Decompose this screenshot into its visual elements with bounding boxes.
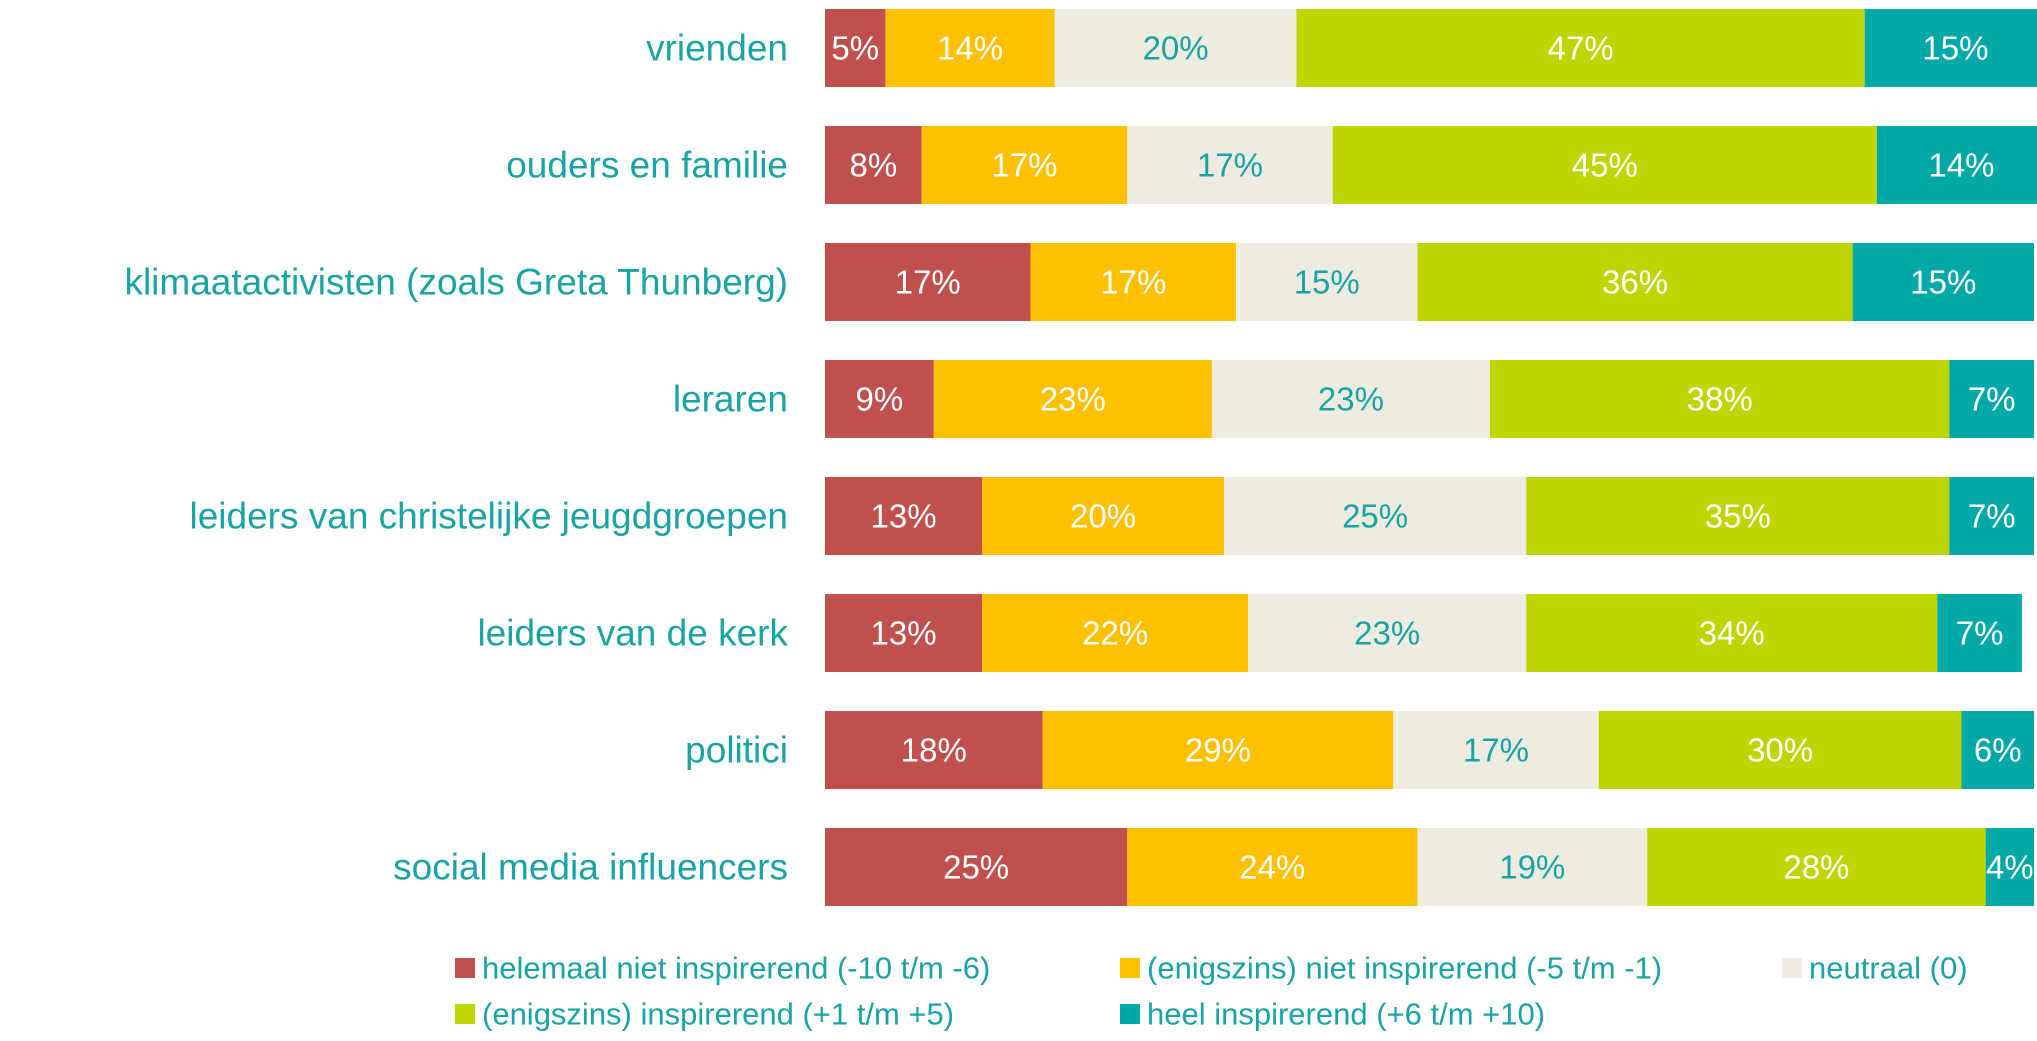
- data-label: 4%: [1986, 849, 2034, 886]
- data-label: 18%: [901, 732, 967, 769]
- bar-segment: [825, 9, 886, 87]
- data-label: 20%: [1143, 30, 1209, 67]
- data-label: 7%: [1956, 615, 2004, 652]
- category-label: klimaatactivisten (zoals Greta Thunberg): [124, 262, 788, 303]
- data-label: 20%: [1070, 498, 1136, 535]
- bar-segment: [1393, 711, 1599, 789]
- bar-segment: [1864, 9, 2037, 87]
- bar-segment: [1647, 828, 1986, 906]
- bar-segment: [1852, 243, 2034, 321]
- category-label: vrienden: [646, 28, 788, 69]
- bar-segment: [1937, 594, 2022, 672]
- data-label: 7%: [1968, 381, 2016, 418]
- data-label: 17%: [1463, 732, 1529, 769]
- data-label: 17%: [1197, 147, 1263, 184]
- legend-swatch: [455, 1004, 475, 1024]
- bar-segment: [1054, 9, 1297, 87]
- data-label: 28%: [1783, 849, 1849, 886]
- data-label: 14%: [1928, 147, 1994, 184]
- bar-segment: [825, 828, 1128, 906]
- legend-label: (enigszins) inspirerend (+1 t/m +5): [482, 997, 954, 1032]
- bar-segment: [921, 126, 1128, 204]
- data-label: 13%: [871, 615, 937, 652]
- data-label: 19%: [1499, 849, 1565, 886]
- bar-segment: [825, 126, 922, 204]
- data-label: 23%: [1040, 381, 1106, 418]
- data-label: 30%: [1747, 732, 1813, 769]
- data-label: 24%: [1239, 849, 1305, 886]
- category-label: politici: [685, 730, 788, 771]
- bar-segment: [1236, 243, 1418, 321]
- bar-segment: [825, 594, 983, 672]
- bar-segment: [825, 477, 983, 555]
- bar-segment: [825, 360, 934, 438]
- bar-segment: [1489, 360, 1950, 438]
- data-label: 34%: [1699, 615, 1765, 652]
- legend-swatch: [1120, 1004, 1140, 1024]
- data-label: 5%: [831, 30, 879, 67]
- category-label: leiders van de kerk: [477, 613, 788, 654]
- data-label: 36%: [1602, 264, 1668, 301]
- data-label: 47%: [1548, 30, 1614, 67]
- bar-segment: [1985, 828, 2034, 906]
- data-label: 9%: [856, 381, 904, 418]
- data-label: 13%: [871, 498, 937, 535]
- bar-segment: [1296, 9, 1865, 87]
- data-label: 8%: [850, 147, 898, 184]
- bar-segment: [1127, 126, 1333, 204]
- bar-segment: [1127, 828, 1418, 906]
- legend-label: helemaal niet inspirerend (-10 t/m -6): [482, 951, 990, 986]
- bar-segment: [1949, 477, 2034, 555]
- bar-segment: [1030, 243, 1237, 321]
- data-label: 17%: [895, 264, 961, 301]
- legend-label: neutraal (0): [1809, 951, 1968, 986]
- data-label: 23%: [1354, 615, 1420, 652]
- bar-segment: [982, 477, 1224, 555]
- legend-swatch: [455, 958, 475, 978]
- category-label: leraren: [673, 379, 788, 420]
- data-label: 45%: [1572, 147, 1638, 184]
- bar-segment: [1332, 126, 1877, 204]
- bar-segment: [1211, 360, 1490, 438]
- bar-segment: [885, 9, 1055, 87]
- bar-segment: [1961, 711, 2034, 789]
- data-label: 29%: [1185, 732, 1251, 769]
- bar-segment: [1417, 828, 1648, 906]
- legend-label: (enigszins) niet inspirerend (-5 t/m -1): [1147, 951, 1662, 986]
- bar-segment: [1248, 594, 1527, 672]
- category-label: ouders en familie: [506, 145, 788, 186]
- legend-label: heel inspirerend (+6 t/m +10): [1147, 997, 1545, 1032]
- category-label: social media influencers: [393, 847, 788, 888]
- data-label: 17%: [991, 147, 1057, 184]
- data-label: 25%: [1342, 498, 1408, 535]
- data-label: 23%: [1318, 381, 1384, 418]
- category-label: leiders van christelijke jeugdgroepen: [189, 496, 788, 537]
- data-label: 25%: [943, 849, 1009, 886]
- bar-segment: [933, 360, 1212, 438]
- bar-segment: [825, 243, 1031, 321]
- bar-segment: [982, 594, 1249, 672]
- bar-segment: [1417, 243, 1853, 321]
- data-label: 35%: [1705, 498, 1771, 535]
- bar-segment: [1949, 360, 2034, 438]
- legend-swatch: [1120, 958, 1140, 978]
- bar-segment: [1223, 477, 1527, 555]
- data-label: 38%: [1687, 381, 1753, 418]
- bar-segment: [1598, 711, 1962, 789]
- data-label: 15%: [1910, 264, 1976, 301]
- bar-segment: [1526, 594, 1938, 672]
- bar-segment: [1876, 126, 2037, 204]
- data-label: 14%: [937, 30, 1003, 67]
- bar-segment: [825, 711, 1043, 789]
- bar-segment: [1526, 477, 1950, 555]
- data-label: 17%: [1100, 264, 1166, 301]
- legend-swatch: [1782, 958, 1802, 978]
- data-label: 6%: [1974, 732, 2022, 769]
- data-label: 15%: [1294, 264, 1360, 301]
- data-label: 7%: [1968, 498, 2016, 535]
- data-label: 15%: [1922, 30, 1988, 67]
- bar-segment: [1042, 711, 1394, 789]
- data-label: 22%: [1082, 615, 1148, 652]
